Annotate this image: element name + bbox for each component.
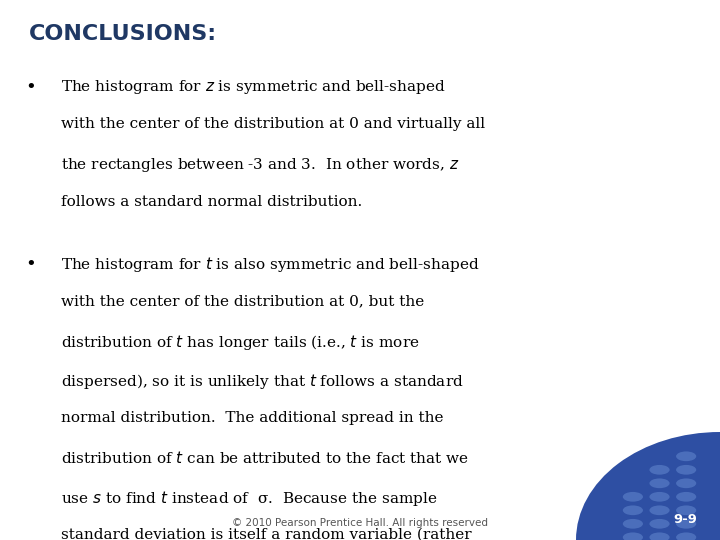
Ellipse shape xyxy=(649,505,670,515)
Ellipse shape xyxy=(649,478,670,488)
Ellipse shape xyxy=(623,519,643,529)
Text: The histogram for $t$ is also symmetric and bell-shaped: The histogram for $t$ is also symmetric … xyxy=(61,255,480,274)
Ellipse shape xyxy=(649,492,670,502)
Wedge shape xyxy=(576,432,720,540)
Ellipse shape xyxy=(676,519,696,529)
Text: The histogram for $z$ is symmetric and bell-shaped: The histogram for $z$ is symmetric and b… xyxy=(61,78,446,96)
Text: with the center of the distribution at 0, but the: with the center of the distribution at 0… xyxy=(61,294,425,308)
Text: dispersed), so it is unlikely that $t$ follows a standard: dispersed), so it is unlikely that $t$ f… xyxy=(61,372,464,391)
Ellipse shape xyxy=(676,451,696,461)
Text: normal distribution.  The additional spread in the: normal distribution. The additional spre… xyxy=(61,411,444,425)
Ellipse shape xyxy=(649,519,670,529)
Text: use $s$ to find $t$ instead of  σ.  Because the sample: use $s$ to find $t$ instead of σ. Becaus… xyxy=(61,489,438,508)
Ellipse shape xyxy=(676,492,696,502)
Ellipse shape xyxy=(649,465,670,475)
Text: with the center of the distribution at 0 and virtually all: with the center of the distribution at 0… xyxy=(61,117,485,131)
Ellipse shape xyxy=(676,478,696,488)
Ellipse shape xyxy=(676,532,696,540)
Text: © 2010 Pearson Prentice Hall. All rights reserved: © 2010 Pearson Prentice Hall. All rights… xyxy=(232,518,488,528)
Text: the rectangles between -3 and 3.  In other words, $z$: the rectangles between -3 and 3. In othe… xyxy=(61,156,459,174)
Ellipse shape xyxy=(649,532,670,540)
Text: standard deviation is itself a random variable (rather: standard deviation is itself a random va… xyxy=(61,528,472,540)
Ellipse shape xyxy=(623,532,643,540)
Text: distribution of $t$ can be attributed to the fact that we: distribution of $t$ can be attributed to… xyxy=(61,450,469,466)
Ellipse shape xyxy=(676,505,696,515)
Text: •: • xyxy=(25,78,36,96)
Text: •: • xyxy=(25,255,36,273)
Text: CONCLUSIONS:: CONCLUSIONS: xyxy=(29,24,217,44)
Ellipse shape xyxy=(623,505,643,515)
Text: distribution of $t$ has longer tails (i.e., $t$ is more: distribution of $t$ has longer tails (i.… xyxy=(61,333,420,352)
Text: 9-9: 9-9 xyxy=(673,513,697,526)
Ellipse shape xyxy=(676,465,696,475)
Ellipse shape xyxy=(623,492,643,502)
Text: follows a standard normal distribution.: follows a standard normal distribution. xyxy=(61,195,362,209)
